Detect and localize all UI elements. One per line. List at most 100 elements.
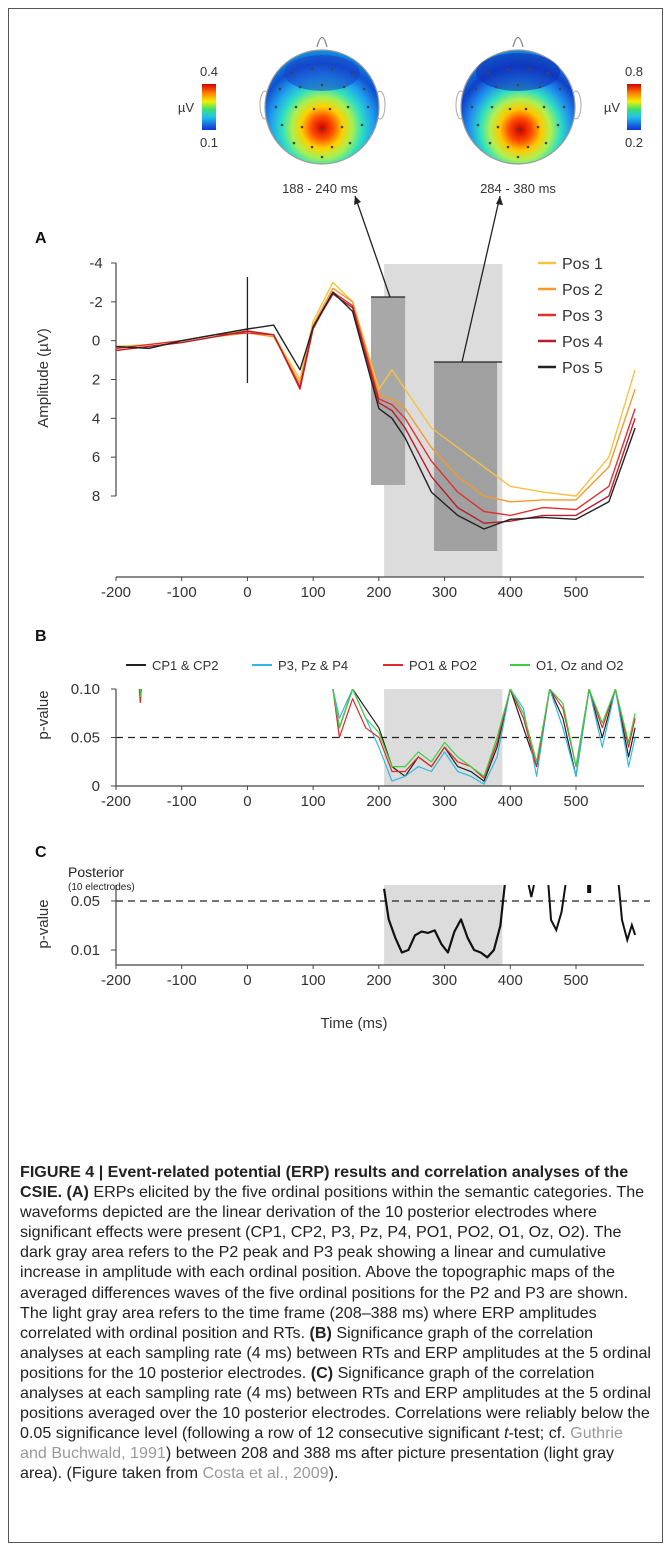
electrode-dot [508,107,512,111]
colorbar-2: 0.8 µV 0.2 [604,64,643,150]
x-tick-label: 500 [563,972,588,989]
electrode-dot [470,105,474,109]
panel-c-xlabel: Time (ms) [321,1015,388,1032]
x-tick-label: 400 [498,584,523,601]
y-tick-label: -2 [89,294,102,311]
x-tick-label: 0 [243,793,251,810]
electrode-dot [536,125,540,129]
x-tick-label: 100 [301,972,326,989]
electrode-dot [360,123,364,127]
electrode-dot [346,105,350,109]
frontal-negative-region [284,55,360,91]
nose-outline [316,36,328,48]
caption-ref-guthrie[interactable]: Guthrie and Buchwald, 1991 [20,1424,623,1463]
series-group-b [332,689,636,785]
electrode-dot [544,141,548,145]
x-tick-label: -100 [167,584,197,601]
electrode-dot [546,71,550,75]
electrode-dot [292,141,296,145]
electrode-dot [524,107,528,111]
electrode-dot [526,145,530,149]
figure-graphics: 0.4 µV 0.1 188 - 240 ms 0.8 µV 0.2 284 -… [35,36,650,1032]
series-line [332,689,636,777]
panel-c-ylabel: p-value [35,899,52,948]
electrode-dot [516,83,520,87]
x-tick-label: 100 [301,584,326,601]
x-tick-label: -200 [101,972,131,989]
series-line [332,689,636,782]
legend-label: O1, Oz and O2 [536,658,623,673]
electrode-dot [330,67,334,71]
topomap-1 [259,36,386,165]
electrode-dot [280,123,284,127]
colorbar-1-min: 0.1 [200,135,218,150]
electrode-dot [328,107,332,111]
arrow-to-topomap-2 [461,195,501,363]
arrow-head-1 [354,196,361,205]
electrode-dot [362,87,366,91]
electrode-dot [538,85,542,89]
y-tick-label: 6 [92,449,100,466]
panel-b-letter: B [35,628,47,645]
electrode-dot [516,127,520,131]
topomap-2 [455,36,582,165]
nose-outline [512,36,524,48]
colorbar-1-unit: µV [178,100,194,115]
colorbar-2-gradient [627,84,641,130]
caption-ref-costa[interactable]: Costa et al., 2009 [202,1464,329,1483]
x-tick-label: 400 [498,972,523,989]
caption-c-label: (C) [310,1363,334,1382]
electrode-dot [300,125,304,129]
x-tick-label: 500 [563,793,588,810]
colorbar-1: 0.4 µV 0.1 [178,64,218,150]
x-tick-label: 0 [243,972,251,989]
x-tick-label: 100 [301,793,326,810]
late-segment-4 [617,885,637,944]
series-group-c [383,885,637,959]
chart-panel-a: -4 -2 0 2 4 6 8 -200 -100 0 100 200 300 400 500 Pos 1 Po… [89,195,644,601]
electrode-dot [558,87,562,91]
x-tick-label: 500 [563,584,588,601]
x-tick-label: 200 [366,972,391,989]
electrode-dot [488,141,492,145]
electrode-dot [476,123,480,127]
x-tick-label: -200 [101,584,131,601]
electrode-dot [290,71,294,75]
figure-caption: FIGURE 4 | Event-related potential (ERP)… [20,1162,652,1484]
figure-frame [8,8,663,1543]
electrode-dot [474,87,478,91]
electrode-dots [470,67,566,159]
electrode-dot [490,105,494,109]
x-tick-label: 200 [366,793,391,810]
caption-a-label: (A) [66,1183,89,1202]
legend-label: Pos 2 [562,282,603,299]
x-tick-label: 0 [243,584,251,601]
late-segment-1 [527,885,535,898]
electrode-dot [486,71,490,75]
caption-c-text3: ) between 208 and 388 ms after picture p… [20,1444,615,1483]
panel-c-annotation-sub: (10 electrodes) [68,882,135,893]
electrode-dot [320,83,324,87]
arrow-to-topomap-1 [354,195,391,298]
panel-c-letter: C [35,844,47,861]
x-tick-label: 300 [432,584,457,601]
x-tick-label: 200 [366,584,391,601]
series-line [332,689,636,785]
colorbar-2-unit: µV [604,100,620,115]
y-tick-label: 0 [92,333,100,350]
legend-label: CP1 & CP2 [152,658,218,673]
electrode-dot [516,155,520,159]
series-line [332,689,636,779]
colorbar-1-max: 0.4 [200,64,218,79]
legend-label: P3, Pz & P4 [278,658,348,673]
caption-b-label: (B) [309,1323,332,1342]
electrode-dot [496,125,500,129]
electrode-dot [348,141,352,145]
late-segment-3 [587,885,592,893]
electrode-dot [274,105,278,109]
electrode-dot [298,85,302,89]
electrode-dot [310,145,314,149]
x-tick-label: -100 [167,972,197,989]
legend-label: Pos 1 [562,256,603,273]
electrode-dot [310,67,314,71]
